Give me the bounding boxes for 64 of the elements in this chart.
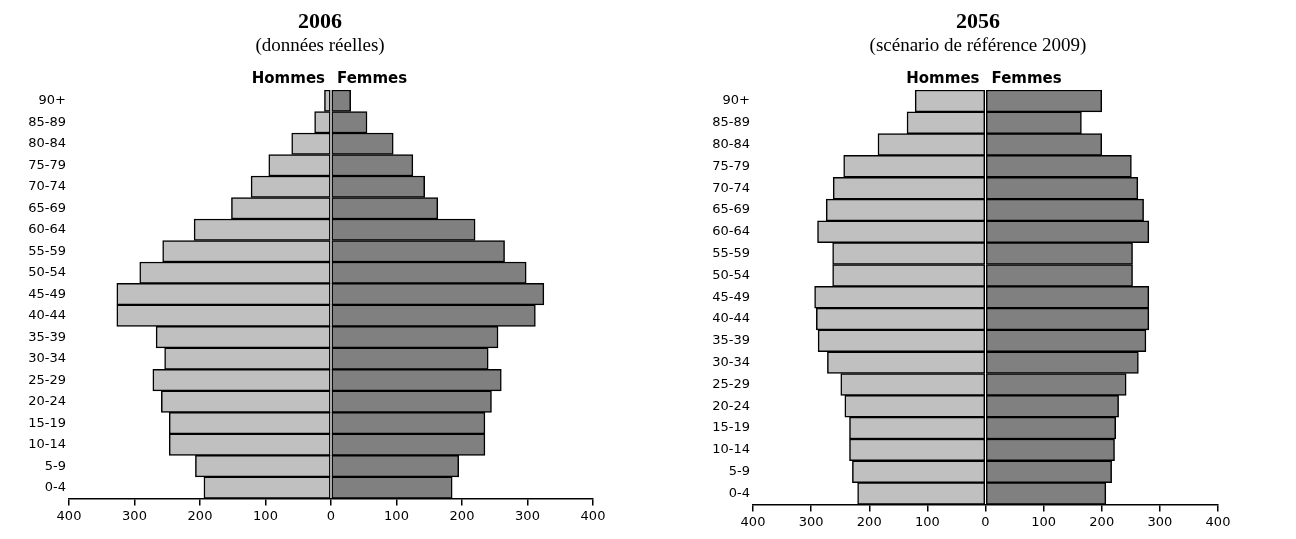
x-tick-label: 100	[384, 507, 409, 523]
y-tick-label: 45-49	[712, 288, 750, 304]
y-tick-label: 25-29	[28, 371, 66, 387]
y-tick-label: 70-74	[28, 178, 66, 194]
chart-subtitle: (données réelles)	[254, 34, 386, 56]
x-tick-label: 300	[1147, 513, 1173, 529]
y-tick-label: 80-84	[28, 135, 66, 151]
x-tick-label: 300	[122, 507, 147, 523]
x-tick-label: 400	[1205, 513, 1231, 529]
y-tick-label: 55-59	[28, 242, 66, 258]
y-tick-label: 10-14	[28, 436, 66, 452]
x-tick-label: 200	[449, 507, 475, 523]
y-tick-label: 75-79	[712, 157, 750, 173]
y-tick-label: 5-9	[44, 457, 66, 473]
x-tick-label: 0	[326, 507, 336, 523]
x-tick-label: 0	[981, 513, 990, 529]
series-label: Hommes	[251, 69, 326, 88]
y-tick-label: 5-9	[728, 463, 750, 479]
y-tick-label: 45-49	[28, 285, 66, 301]
y-tick-label: 40-44	[712, 310, 750, 326]
y-tick-label: 25-29	[712, 375, 750, 391]
y-tick-label: 50-54	[712, 266, 750, 282]
y-tick-label: 60-64	[28, 221, 66, 237]
y-tick-label: 85-89	[712, 114, 750, 130]
chart-subtitle: (scénario de référence 2009)	[868, 34, 1088, 56]
chart-title: 2056	[955, 8, 1001, 34]
y-tick-label: 65-69	[28, 199, 66, 215]
x-tick-label: 200	[856, 513, 882, 529]
y-tick-label: 90+	[722, 92, 750, 108]
x-tick-label: 100	[253, 507, 278, 523]
y-tick-label: 80-84	[712, 135, 750, 151]
chart-title: 2006	[297, 8, 343, 34]
y-tick-label: 35-39	[712, 332, 750, 348]
y-tick-label: 75-79	[28, 156, 66, 172]
y-tick-label: 0-4	[44, 479, 66, 495]
x-tick-label: 300	[798, 513, 824, 529]
y-tick-label: 65-69	[712, 201, 750, 217]
x-tick-label: 200	[1089, 513, 1115, 529]
y-tick-label: 35-39	[28, 328, 66, 344]
series-label: Femmes	[991, 69, 1062, 88]
y-tick-label: 90+	[38, 92, 66, 108]
y-tick-label: 30-34	[712, 354, 750, 370]
x-tick-label: 400	[56, 507, 82, 523]
y-tick-label: 50-54	[28, 264, 66, 280]
series-label: Femmes	[337, 69, 408, 88]
y-tick-label: 55-59	[712, 244, 750, 260]
y-tick-label: 20-24	[28, 393, 66, 409]
x-tick-label: 400	[580, 507, 606, 523]
x-tick-label: 200	[187, 507, 213, 523]
y-tick-label: 0-4	[728, 484, 750, 500]
y-tick-label: 85-89	[28, 113, 66, 129]
y-tick-label: 20-24	[712, 397, 750, 413]
x-tick-label: 100	[914, 513, 940, 529]
y-tick-label: 40-44	[28, 307, 66, 323]
x-tick-label: 100	[1031, 513, 1057, 529]
x-tick-label: 400	[740, 513, 766, 529]
y-tick-label: 10-14	[712, 441, 750, 457]
y-tick-label: 30-34	[28, 350, 66, 366]
series-label: Hommes	[906, 69, 980, 88]
y-tick-label: 15-19	[28, 414, 66, 430]
x-tick-label: 300	[515, 507, 540, 523]
y-tick-label: 70-74	[712, 179, 750, 195]
y-tick-label: 15-19	[712, 419, 750, 435]
y-tick-label: 60-64	[712, 223, 750, 239]
